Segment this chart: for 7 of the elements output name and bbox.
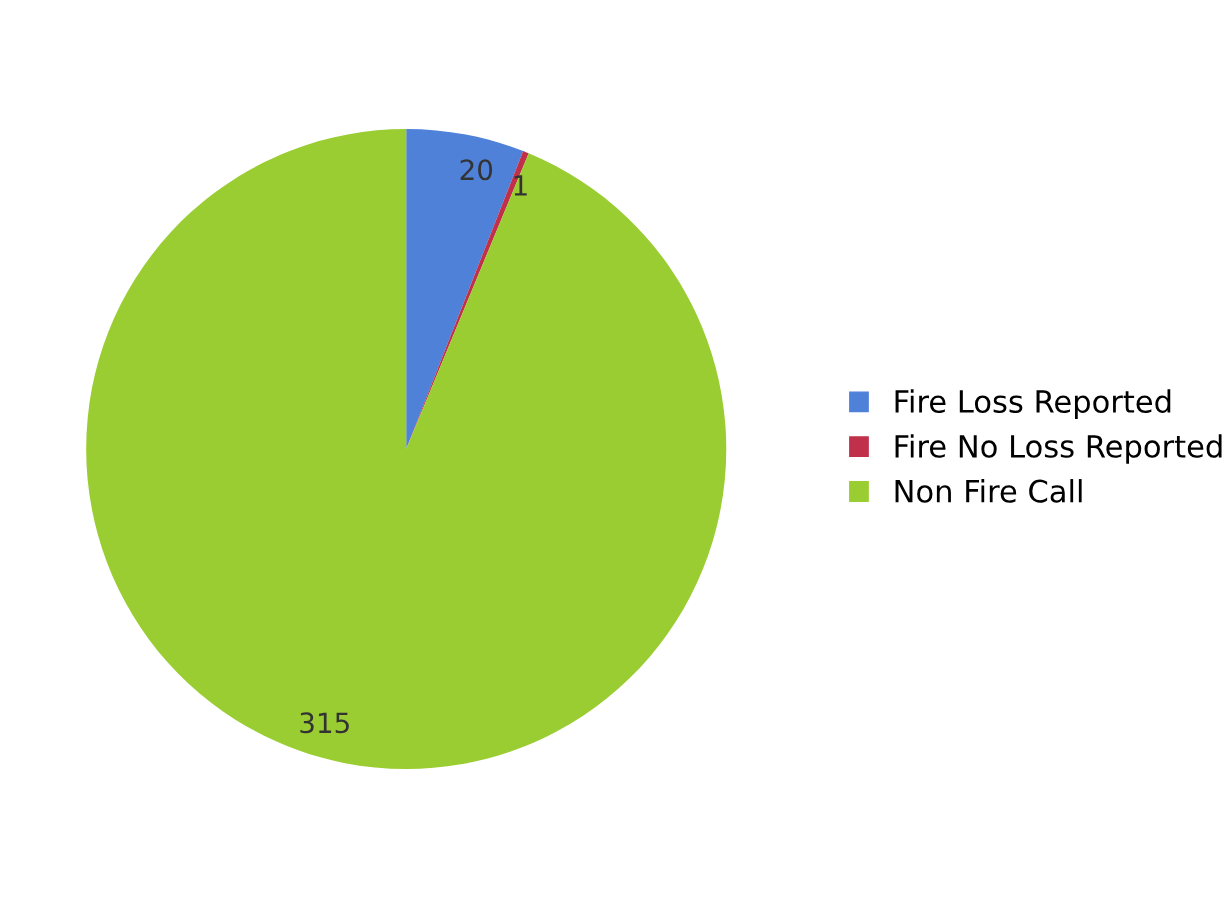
legend-label: Non Fire Call (895, 479, 1082, 503)
pie-slice (86, 128, 727, 770)
data-label: 20 (460, 159, 493, 181)
legend-label: Fire No Loss Reported (895, 434, 1222, 464)
data-label: 1 (514, 175, 527, 196)
data-label: 315 (300, 712, 349, 734)
legend-label: Fire Loss Reported (895, 389, 1171, 419)
